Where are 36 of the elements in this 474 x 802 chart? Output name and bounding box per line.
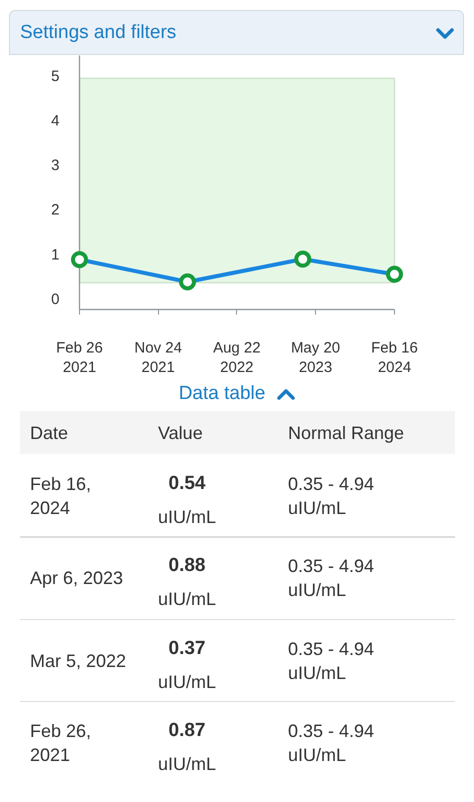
point [71,251,88,268]
text: 0.35 - 4.94 uIU/mL [288,638,374,685]
text: Feb 26, 2021 [30,720,92,767]
text: 0.87 [168,718,206,743]
y-tick-label: 1 [51,246,60,264]
text: uIU/mL [158,588,216,612]
text: 0.88 [168,554,206,578]
text: uIU/mL [158,670,216,694]
text: 0.35 - 4.94 uIU/mL [288,555,374,602]
text: Apr 6, 2023 [30,567,124,590]
x-tick-label: Aug 22 2022 [213,340,261,376]
y-tick-label: 2 [51,202,60,219]
chart-title: Settings and filters [20,21,176,45]
point [386,266,403,283]
text: 0.37 [168,636,206,661]
text: 0.54 [168,472,206,496]
x-tick-label: Feb 16 2024 [371,340,418,376]
x-tick-label: Feb 26 2021 [56,340,103,376]
y-tick-label: 5 [51,68,60,86]
text: Mar 5, 2022 [30,650,126,673]
point [294,250,312,268]
text: Value [158,422,203,445]
x-tick-label: May 20 2023 [290,340,340,376]
text: Normal Range [288,422,404,445]
text: uIU/mL [158,506,216,529]
x-tick-label: Nov 24 2021 [134,340,182,376]
y-tick-label: 3 [51,157,60,174]
text: Feb 16, 2024 [30,473,92,520]
y-tick-label: 4 [51,112,60,130]
text: 0.35 - 4.94 uIU/mL [288,720,374,767]
text: Date [30,422,68,445]
point [179,273,196,290]
text: 0.35 - 4.94 uIU/mL [288,473,374,520]
text: uIU/mL [158,752,216,776]
y-tick-label: 0 [51,290,60,308]
text: Data table [178,382,266,406]
